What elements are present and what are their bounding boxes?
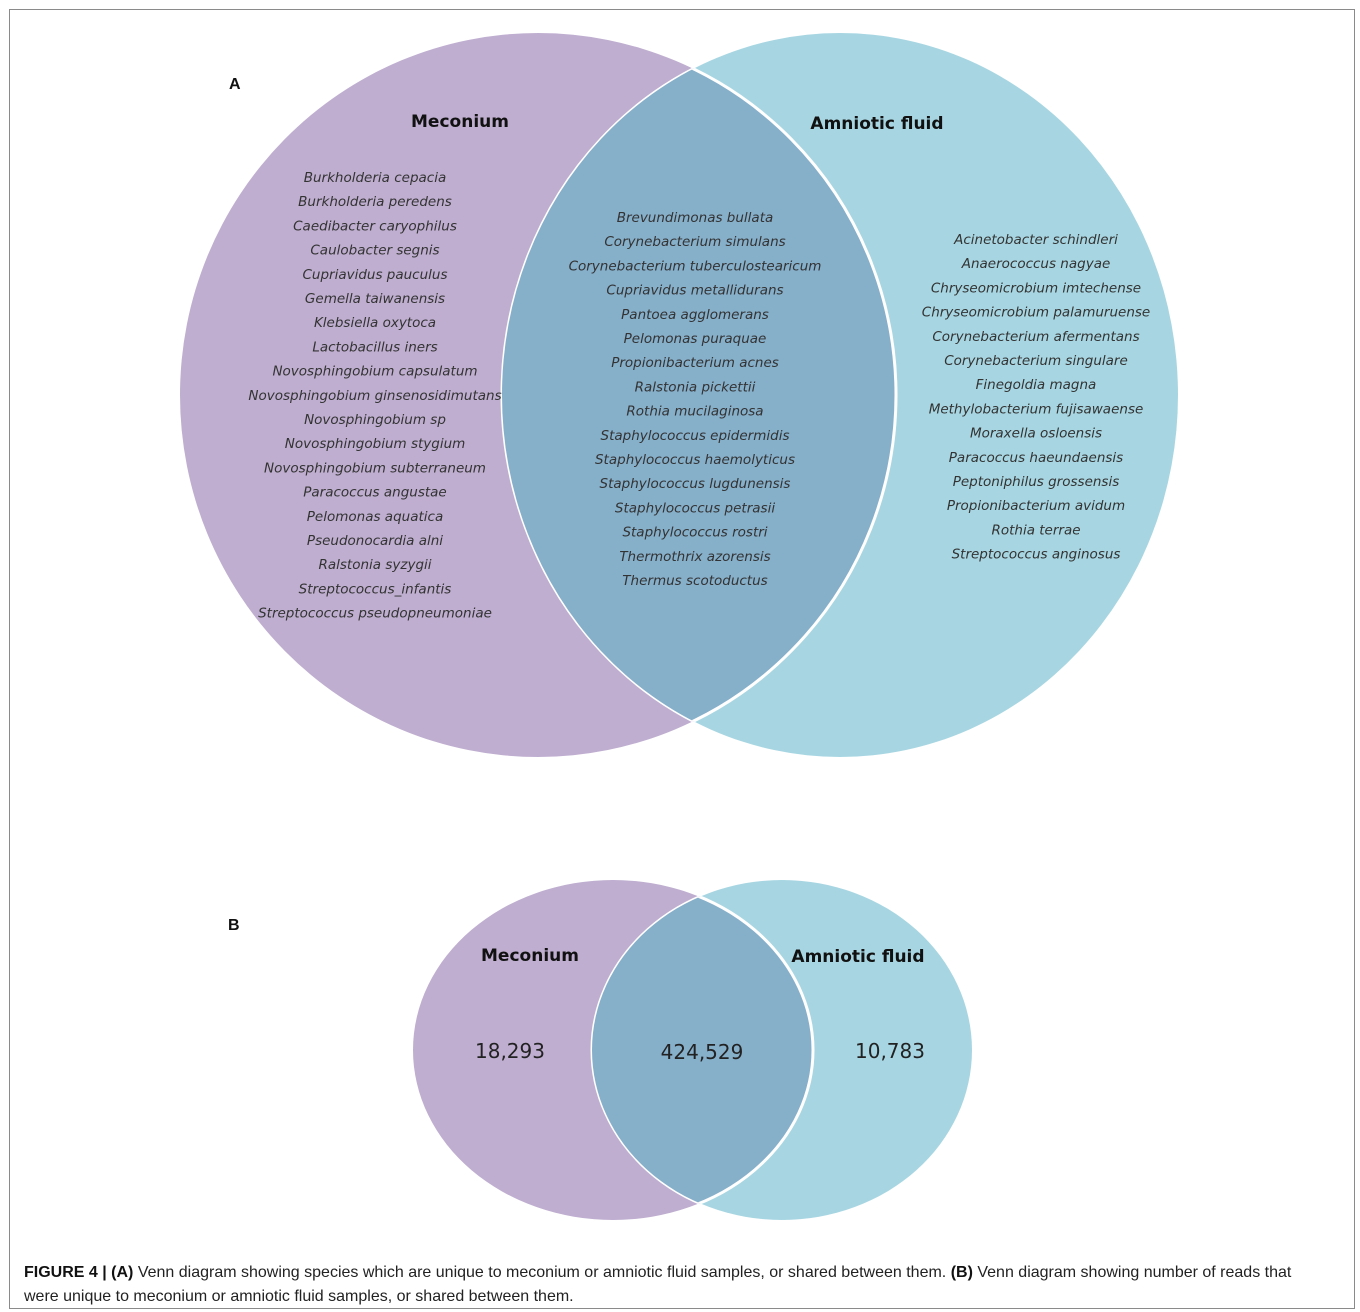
- amniotic-only-species-list: Acinetobacter schindleri Anaerococcus nag…: [922, 232, 1150, 563]
- figure-frame: [9, 9, 1355, 1309]
- species-label: Methylobacterium fujisawaense: [929, 401, 1144, 417]
- panel-a: A Meconium Amniotic fluid Burkholderia c…: [180, 33, 1178, 757]
- shared-overlap-region: [502, 33, 896, 757]
- species-label: Chryseomicrobium palamuruense: [922, 305, 1150, 321]
- meconium-only-count: 18,293: [475, 1039, 545, 1063]
- caption-text-a: Venn diagram showing species which are u…: [133, 1264, 951, 1281]
- species-label: Novosphingobium capsulatum: [272, 364, 477, 380]
- species-label: Corynebacterium simulans: [604, 234, 785, 250]
- species-label: Klebsiella oxytoca: [314, 315, 436, 331]
- species-label: Corynebacterium singulare: [944, 353, 1128, 369]
- species-label: Staphylococcus rostri: [622, 525, 767, 541]
- caption-text-b: Venn diagram showing number of reads tha…: [24, 1264, 1292, 1305]
- species-label: Brevundimonas bullata: [617, 210, 774, 226]
- amniotic-only-count: 10,783: [855, 1039, 925, 1063]
- species-label: Corynebacterium tuberculostearicum: [569, 258, 822, 274]
- species-label: Pelomonas puraquae: [624, 331, 767, 347]
- species-label: Caulobacter segnis: [310, 243, 439, 259]
- species-label: Lactobacillus iners: [312, 339, 437, 355]
- species-label: Moraxella osloensis: [970, 426, 1102, 442]
- species-label: Anaerococcus nagyae: [961, 256, 1111, 272]
- species-label: Staphylococcus epidermidis: [601, 428, 790, 444]
- species-label: Thermus scotoductus: [622, 573, 767, 589]
- amniotic-fluid-title: Amniotic fluid: [810, 114, 943, 134]
- overlap-edge: [502, 33, 898, 757]
- species-label: Streptococcus pseudopneumoniae: [258, 606, 492, 622]
- species-label: Chryseomicrobium imtechense: [931, 280, 1141, 296]
- species-label: Paracoccus haeundaensis: [949, 450, 1123, 466]
- species-label: Thermothrix azorensis: [619, 549, 770, 565]
- species-label: Streptococcus_infantis: [299, 581, 452, 597]
- meconium-only-species-list: Burkholderia cepacia Burkholderia pereden…: [248, 170, 501, 622]
- species-label: Streptococcus anginosus: [952, 547, 1121, 563]
- species-label: Cupriavidus pauculus: [302, 267, 447, 283]
- panel-a-letter: A: [229, 76, 241, 93]
- species-label: Novosphingobium ginsenosidimutans: [248, 388, 501, 404]
- species-label: Novosphingobium stygium: [285, 436, 466, 452]
- species-label: Propionibacterium avidum: [947, 498, 1125, 514]
- shared-count: 424,529: [661, 1040, 744, 1064]
- meconium-title-b: Meconium: [481, 946, 579, 966]
- figure-caption: FIGURE 4 | (A) Venn diagram showing spec…: [24, 1261, 1324, 1309]
- species-label: Rothia mucilaginosa: [626, 404, 763, 420]
- caption-label: FIGURE 4 | (A): [24, 1264, 134, 1281]
- species-label: Propionibacterium acnes: [611, 355, 779, 371]
- panel-b: B Meconium Amniotic fluid 18,293 424,529…: [228, 880, 972, 1220]
- species-label: Rothia terrae: [991, 522, 1080, 538]
- species-label: Novosphingobium subterraneum: [264, 460, 486, 476]
- overlap-edge: [592, 880, 815, 1220]
- species-label: Peptoniphilus grossensis: [953, 474, 1120, 490]
- species-label: Ralstonia pickettii: [635, 379, 756, 395]
- species-label: Burkholderia peredens: [298, 194, 452, 210]
- species-label: Paracoccus angustae: [303, 485, 447, 501]
- species-label: Burkholderia cepacia: [304, 170, 447, 186]
- shared-species-list: Brevundimonas bullata Corynebacterium sim…: [569, 210, 822, 589]
- species-label: Pelomonas aquatica: [307, 509, 443, 525]
- species-label: Novosphingobium sp: [304, 412, 446, 428]
- species-label: Staphylococcus lugdunensis: [600, 476, 791, 492]
- species-label: Staphylococcus haemolyticus: [595, 452, 795, 468]
- species-label: Staphylococcus petrasii: [615, 500, 775, 516]
- meconium-title: Meconium: [411, 112, 509, 132]
- shared-overlap-region-b: [592, 880, 813, 1220]
- species-label: Corynebacterium afermentans: [932, 329, 1139, 345]
- species-label: Gemella taiwanensis: [305, 291, 445, 307]
- species-label: Finegoldia magna: [976, 377, 1097, 393]
- species-label: Ralstonia syzygii: [318, 557, 431, 573]
- species-label: Acinetobacter schindleri: [953, 232, 1118, 248]
- species-label: Pseudonocardia alni: [307, 533, 443, 549]
- amniotic-fluid-title-b: Amniotic fluid: [791, 947, 924, 967]
- species-label: Caedibacter caryophilus: [293, 218, 457, 234]
- caption-label-b: (B): [950, 1264, 973, 1281]
- species-label: Pantoea agglomerans: [621, 307, 769, 323]
- species-label: Cupriavidus metallidurans: [606, 283, 783, 299]
- panel-b-letter: B: [228, 917, 240, 934]
